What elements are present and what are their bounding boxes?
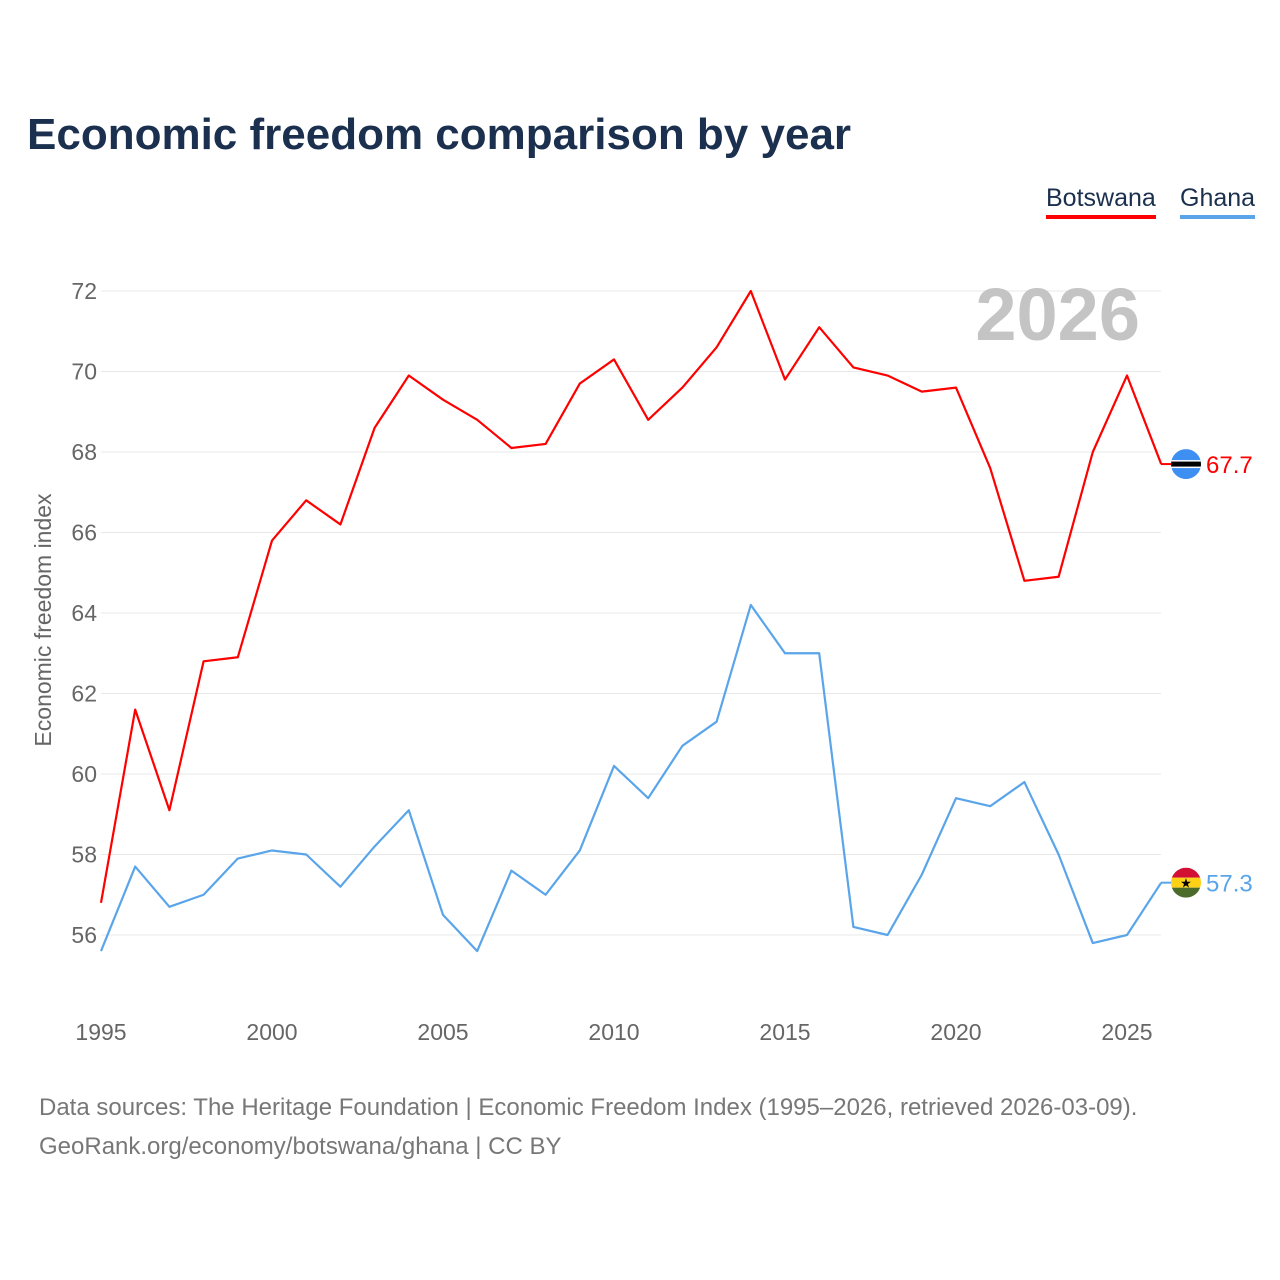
y-tick-label: 58 [71, 842, 97, 868]
x-tick-label: 2000 [246, 1019, 297, 1045]
y-tick-label: 66 [71, 520, 97, 546]
chart-title: Economic freedom comparison by year [27, 110, 852, 159]
year-watermark: 2026 [975, 273, 1140, 356]
y-axis-label: Economic freedom index [30, 493, 56, 747]
source-line-1: Data sources: The Heritage Foundation | … [39, 1094, 1138, 1121]
y-tick-label: 72 [71, 278, 97, 304]
end-value-label: 57.3 [1206, 871, 1253, 898]
y-tick-label: 70 [71, 359, 97, 385]
y-tick-label: 64 [71, 600, 97, 626]
legend-botswana[interactable]: Botswana [1046, 184, 1156, 219]
y-tick-label: 62 [71, 681, 97, 707]
line-chart: 56 58 60 62 64 66 68 70 72 1995 2000 2005 2010 2015 20… [30, 273, 1253, 1045]
source-note: Data sources: The Heritage Foundation | … [39, 1088, 1137, 1166]
series-line-botswana [99, 289, 1163, 903]
y-tick-label: 68 [71, 439, 97, 465]
x-tick-label: 2010 [588, 1019, 639, 1045]
source-line-2[interactable]: GeoRank.org/economy/botswana/ghana | CC … [39, 1133, 562, 1160]
flag-icon-botswana [1171, 449, 1201, 480]
y-tick-label: 56 [71, 922, 97, 948]
y-tick-label: 60 [71, 761, 97, 787]
svg-text:★: ★ [1180, 876, 1192, 891]
series-line-ghana [99, 603, 1163, 953]
legend-ghana[interactable]: Ghana [1180, 184, 1256, 219]
x-tick-label: 2005 [417, 1019, 468, 1045]
end-value-label: 67.7 [1206, 452, 1253, 479]
flag-icon-ghana: ★ [1171, 867, 1201, 898]
x-tick-label: 2020 [930, 1019, 981, 1045]
x-tick-label: 2025 [1101, 1019, 1152, 1045]
x-tick-label: 2015 [759, 1019, 810, 1045]
x-tick-label: 1995 [75, 1019, 126, 1045]
